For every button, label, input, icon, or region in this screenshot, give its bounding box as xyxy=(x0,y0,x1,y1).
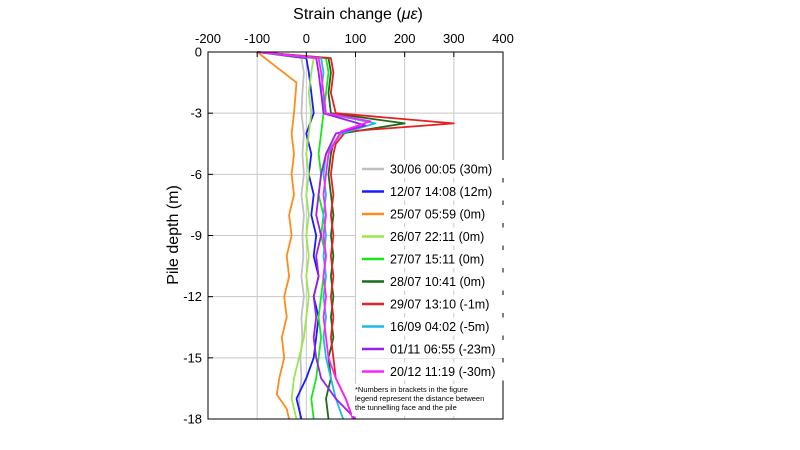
x-tick-label: 300 xyxy=(443,31,465,46)
x-axis-ticks: -200 -100 0 100 200 300 400 xyxy=(195,31,514,57)
legend-entry-bg xyxy=(356,340,506,358)
x-axis-title-close: ) xyxy=(417,6,422,23)
series-line-3 xyxy=(256,51,298,420)
legend-label: 29/07 13:10 (-1m) xyxy=(390,298,489,312)
legend-label: 30/06 00:05 (30m) xyxy=(390,163,492,177)
legend-label: 01/11 06:55 (-23m) xyxy=(390,343,495,357)
y-axis-ticks: 0 -3 -6 -9 -12 -15 -18 xyxy=(183,45,213,427)
series-line-5 xyxy=(257,51,330,420)
x-axis-title: Strain change (με) xyxy=(293,6,423,23)
footnote-line: the tunnelling face and the pile xyxy=(355,403,457,412)
legend-footnote: *Numbers in brackets in the figurelegend… xyxy=(352,384,502,416)
legend-entry-bg xyxy=(356,295,506,313)
legend-label: 12/07 14:08 (12m) xyxy=(390,185,492,199)
y-tick-label: -15 xyxy=(183,350,202,365)
footnote-line: *Numbers in brackets in the figure xyxy=(355,385,468,394)
y-axis-title: Pile depth (m) xyxy=(165,185,182,285)
legend-entry-bg xyxy=(356,227,506,246)
series-line-4 xyxy=(257,51,315,420)
y-tick-label: 0 xyxy=(195,45,202,60)
series-line-9 xyxy=(257,51,367,420)
y-tick-label: -6 xyxy=(190,167,202,182)
y-tick-label: -18 xyxy=(183,412,202,427)
x-tick-label: -100 xyxy=(244,31,270,46)
x-tick-label: 100 xyxy=(345,31,367,46)
legend-entry-bg xyxy=(356,250,506,268)
legend-label: 28/07 10:41 (0m) xyxy=(390,275,485,289)
legend-label: 16/09 04:02 (-5m) xyxy=(390,320,489,334)
legend-entry-bg xyxy=(356,182,506,201)
legend-label: 27/07 15:11 (0m) xyxy=(390,253,484,267)
legend-entry-bg xyxy=(356,362,506,381)
legend-label: 26/07 22:11 (0m) xyxy=(390,230,484,244)
series-line-10 xyxy=(257,51,372,420)
x-axis-title-unit: με xyxy=(401,6,419,23)
legend-entry-bg xyxy=(356,205,506,223)
legend-entry-bg xyxy=(356,160,506,178)
y-tick-label: -9 xyxy=(190,228,202,243)
y-tick-label: -3 xyxy=(190,106,202,121)
series-line-2 xyxy=(257,51,320,420)
y-tick-label: -12 xyxy=(183,289,202,304)
x-axis-title-main: Strain change ( xyxy=(293,6,402,23)
x-tick-label: 0 xyxy=(303,31,310,46)
legend-label: 20/12 11:19 (-30m) xyxy=(390,365,495,379)
legend-entry-bg xyxy=(356,317,506,336)
legend-label: 25/07 05:59 (0m) xyxy=(390,208,485,222)
series-lines xyxy=(256,51,455,420)
series-line-7 xyxy=(257,51,455,420)
footnote-line: legend represent the distance between xyxy=(355,394,484,403)
x-tick-label: -200 xyxy=(195,31,221,46)
footnote-bg xyxy=(352,384,502,416)
x-tick-label: 200 xyxy=(394,31,416,46)
legend: 30/06 00:05 (30m) 12/07 14:08 (12m) 25/07 … xyxy=(356,160,506,381)
x-tick-label: 400 xyxy=(492,31,514,46)
legend-entry-bg xyxy=(356,272,506,291)
